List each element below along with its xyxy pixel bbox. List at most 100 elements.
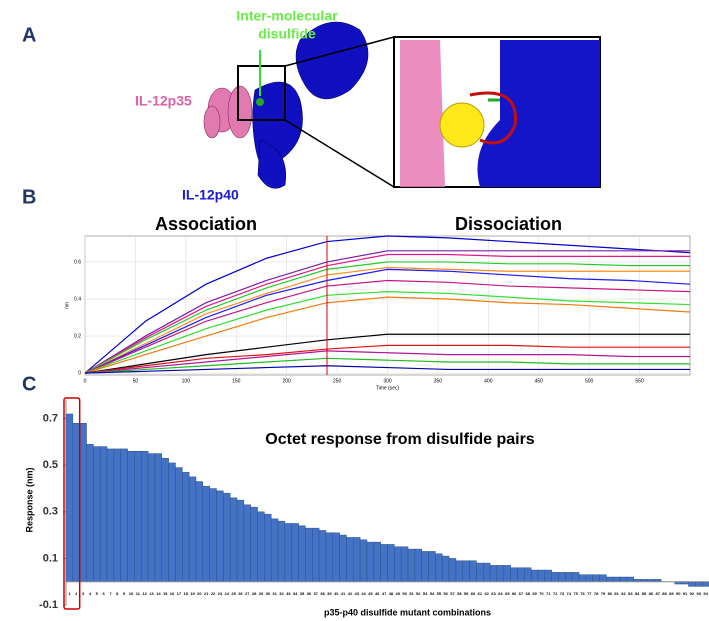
x-tick-label: 14 <box>156 591 161 596</box>
x-tick-label: 38 <box>320 591 325 596</box>
x-tick-label: 17 <box>177 591 182 596</box>
bar <box>490 565 497 581</box>
bar <box>367 542 374 582</box>
bar <box>223 493 230 582</box>
bar <box>148 454 155 582</box>
x-tick-label: 90 <box>676 591 681 596</box>
x-tick-label: 71 <box>546 591 551 596</box>
x-tick-label: 87 <box>655 591 660 596</box>
bar <box>189 477 196 582</box>
x-tick-label: 300 <box>383 378 392 384</box>
y-tick-label: 0.4 <box>74 296 81 302</box>
x-tick-label: 22 <box>211 591 216 596</box>
x-tick-label: 18 <box>183 591 188 596</box>
bar <box>511 568 518 582</box>
x-tick-label: 33 <box>286 591 291 596</box>
bar <box>80 423 87 581</box>
x-tick-label: 11 <box>136 591 141 596</box>
bar <box>244 505 251 582</box>
bar <box>87 444 94 581</box>
x-tick-label: 56 <box>443 591 448 596</box>
bar <box>175 468 182 582</box>
bar <box>429 551 436 581</box>
x-tick-label: 86 <box>649 591 654 596</box>
bar <box>360 540 367 582</box>
x-tick-label: 55 <box>437 591 442 596</box>
bar <box>299 526 306 582</box>
bar <box>695 582 702 587</box>
panel-label: C <box>22 373 36 395</box>
bar <box>251 507 258 582</box>
bar <box>559 572 566 581</box>
bar <box>285 523 292 581</box>
x-tick-label: 49 <box>396 591 401 596</box>
phase-label: Association <box>155 214 257 234</box>
x-tick-label: 76 <box>580 591 585 596</box>
bar <box>449 558 456 581</box>
bar <box>73 423 80 581</box>
x-tick-label: 72 <box>553 591 558 596</box>
figure: A B C Inter-molecular disulfide IL-12p35… <box>0 0 709 621</box>
bar <box>326 533 333 582</box>
y-tick-label: 0.3 <box>43 506 58 518</box>
x-tick-label: 65 <box>505 591 510 596</box>
x-tick-label: 8 <box>116 591 119 596</box>
x-tick-label: 63 <box>491 591 496 596</box>
x-tick-label: 500 <box>585 378 594 384</box>
x-tick-label: 550 <box>635 378 644 384</box>
x-tick-label: 62 <box>484 591 489 596</box>
bar <box>408 549 415 582</box>
y-axis-label: Response (nm) <box>24 467 34 532</box>
y-tick-label: -0.1 <box>39 599 58 611</box>
x-tick-label: 40 <box>334 591 339 596</box>
x-tick-label: 13 <box>149 591 154 596</box>
x-tick-label: 51 <box>409 591 414 596</box>
bar <box>476 563 483 582</box>
x-tick-label: 150 <box>232 378 241 384</box>
x-tick-label: 35 <box>300 591 305 596</box>
bar <box>374 542 381 582</box>
bar <box>497 565 504 581</box>
bar <box>415 549 422 582</box>
x-tick-label: 85 <box>642 591 647 596</box>
bar <box>340 535 347 582</box>
x-tick-label: 23 <box>218 591 223 596</box>
bar <box>470 561 477 582</box>
x-tick-label: 200 <box>282 378 291 384</box>
x-tick-label: 26 <box>238 591 243 596</box>
x-tick-label: 58 <box>457 591 462 596</box>
x-tick-label: 83 <box>628 591 633 596</box>
bar <box>237 500 244 582</box>
structure-illustration <box>204 22 600 188</box>
y-tick-label: 0.1 <box>43 552 58 564</box>
bar <box>312 528 319 582</box>
x-tick-label: 94 <box>703 591 708 596</box>
x-tick-label: 80 <box>608 591 613 596</box>
annotation: Inter-molecular <box>236 8 338 24</box>
bar <box>620 577 627 582</box>
bar <box>538 570 545 582</box>
x-tick-label: 25 <box>231 591 236 596</box>
x-tick-label: 32 <box>279 591 284 596</box>
bar <box>107 449 114 582</box>
bar <box>346 537 353 581</box>
x-tick-label: 54 <box>430 591 435 596</box>
x-tick-label: 400 <box>484 378 493 384</box>
x-tick-label: 50 <box>133 378 139 384</box>
bar <box>517 568 524 582</box>
x-tick-label: 47 <box>382 591 387 596</box>
x-tick-label: 350 <box>434 378 443 384</box>
bar <box>456 561 463 582</box>
x-tick-label: 34 <box>293 591 298 596</box>
x-tick-label: 75 <box>573 591 578 596</box>
x-tick-label: 31 <box>272 591 277 596</box>
x-tick-label: 52 <box>416 591 421 596</box>
bar <box>572 572 579 581</box>
bar <box>271 519 278 582</box>
bar <box>258 512 265 582</box>
x-tick-label: 450 <box>535 378 544 384</box>
x-tick-label: 46 <box>375 591 380 596</box>
bar <box>128 451 135 581</box>
x-tick-label: 78 <box>594 591 599 596</box>
x-tick-label: 91 <box>683 591 688 596</box>
